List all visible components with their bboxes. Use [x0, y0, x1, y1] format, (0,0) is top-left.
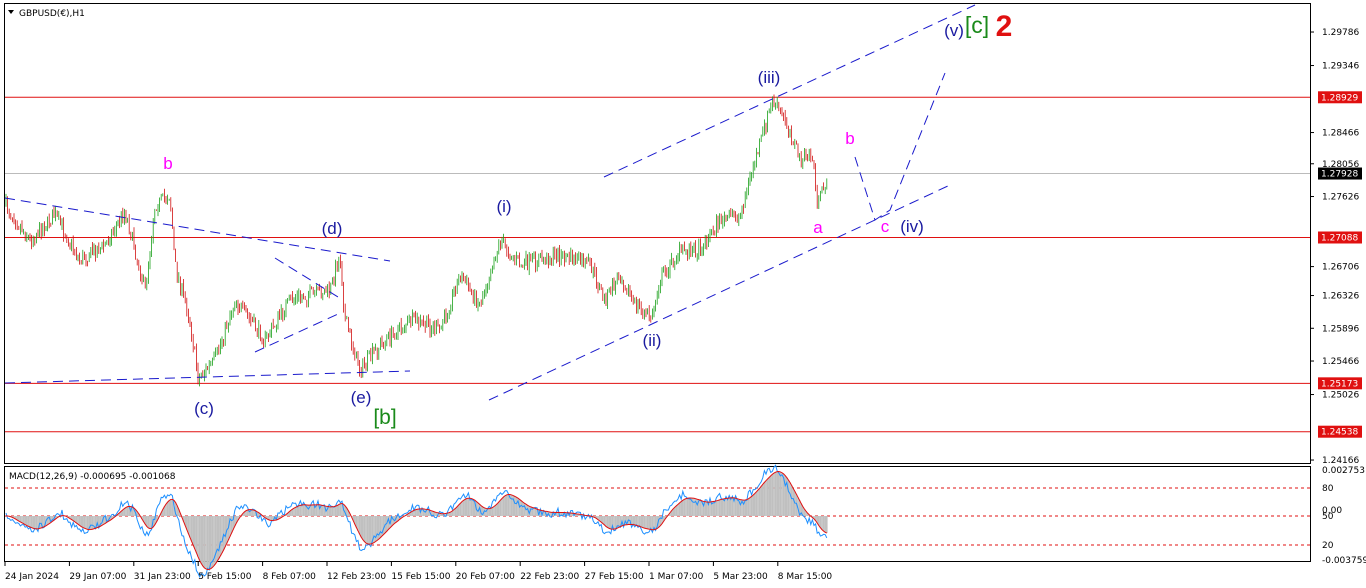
trend-line — [603, 4, 976, 178]
macd-scale-label: 80 — [1322, 484, 1334, 494]
macd-line — [5, 464, 828, 579]
macd-scale-label: 20 — [1322, 541, 1334, 551]
menu-arrow[interactable] — [8, 10, 14, 14]
wave-label: [c] — [965, 12, 989, 38]
price-tick-label: 1.25896 — [1322, 324, 1359, 334]
time-label: 20 Feb 07:00 — [456, 572, 515, 582]
current-price-label: 1.27928 — [1321, 170, 1358, 180]
price-tick-label: 1.26706 — [1322, 263, 1359, 273]
candles — [5, 94, 828, 387]
current-price-tag — [1318, 167, 1362, 180]
macd-scale-label: 0.00 — [1322, 506, 1342, 516]
time-label: 8 Mar 15:00 — [778, 572, 833, 582]
level-tag — [1318, 91, 1362, 104]
time-label: 5 Feb 15:00 — [198, 572, 252, 582]
trend-lines — [4, 4, 976, 401]
wave-label: (ii) — [643, 331, 662, 350]
time-label: 27 Feb 15:00 — [585, 572, 644, 582]
price-tick-label: 1.28056 — [1322, 160, 1359, 170]
time-label: 8 Feb 07:00 — [263, 572, 317, 582]
macd-scale-label: -0.003759 — [1322, 556, 1366, 566]
level-label: 1.24538 — [1321, 428, 1358, 438]
price-tick-label: 1.29786 — [1322, 28, 1359, 38]
price-tick-label: 1.25466 — [1322, 357, 1359, 367]
wave-label: (iii) — [758, 68, 781, 87]
levels — [5, 96, 1310, 433]
time-label: 24 Jan 2024 — [5, 572, 59, 582]
wave-label: b — [845, 129, 854, 148]
time-label: 12 Feb 23:00 — [327, 572, 386, 582]
time-label: 29 Jan 07:00 — [69, 572, 126, 582]
wave-label: 2 — [996, 10, 1013, 43]
price-tick-label: 1.24166 — [1322, 456, 1359, 466]
axes: 1.29786 1.29346 1.28466 1.28056 1.27626 1.267… — [4, 28, 1366, 582]
price-tick-label: 1.28466 — [1322, 129, 1359, 139]
time-label: 15 Feb 15:00 — [391, 572, 450, 582]
wave-label: (e) — [351, 388, 372, 407]
level-label: 1.27088 — [1321, 233, 1358, 243]
trend-line — [488, 184, 951, 401]
level-tag — [1318, 425, 1362, 438]
price-tick-label: 1.26326 — [1322, 292, 1359, 302]
signal-line — [5, 471, 828, 570]
trend-line — [4, 197, 391, 262]
main-pane — [4, 3, 1311, 464]
trend-line — [4, 370, 411, 384]
time-label: 31 Jan 23:00 — [134, 572, 191, 582]
time-label: 1 Mar 07:00 — [649, 572, 704, 582]
symbol-label: GBPUSD(€),H1 — [19, 9, 85, 19]
time-label: 5 Mar 23:00 — [713, 572, 768, 582]
macd-scale-label: 0.002753 — [1322, 466, 1365, 476]
price-tick-label: 1.29346 — [1322, 62, 1359, 72]
macd-indicator — [5, 464, 1310, 579]
wave-label: (iv) — [900, 217, 924, 236]
level-label: 1.25173 — [1321, 379, 1358, 389]
wave-label: b — [163, 154, 172, 173]
wave-label: (c) — [194, 399, 214, 418]
price-tick-label: 1.25026 — [1322, 391, 1359, 401]
level-tag — [1318, 377, 1362, 390]
price-tick-label: 1.27626 — [1322, 193, 1359, 203]
wave-label: a — [813, 218, 823, 237]
time-label: 22 Feb 23:00 — [520, 572, 579, 582]
macd-title: MACD(12,26,9) -0.000695 -0.001068 — [9, 472, 176, 482]
wave-label: (d) — [322, 219, 343, 238]
macd-pane — [4, 466, 1311, 562]
wave-label: (i) — [496, 197, 511, 216]
wave-label: c — [881, 217, 890, 236]
projection — [854, 72, 946, 221]
macd-scale-label: 50 — [1322, 512, 1334, 522]
wave-label: [b] — [373, 406, 396, 429]
level-tag — [1318, 231, 1362, 244]
wave-label: (v) — [944, 21, 964, 40]
trend-line — [274, 257, 339, 298]
level-label: 1.28929 — [1321, 93, 1358, 103]
